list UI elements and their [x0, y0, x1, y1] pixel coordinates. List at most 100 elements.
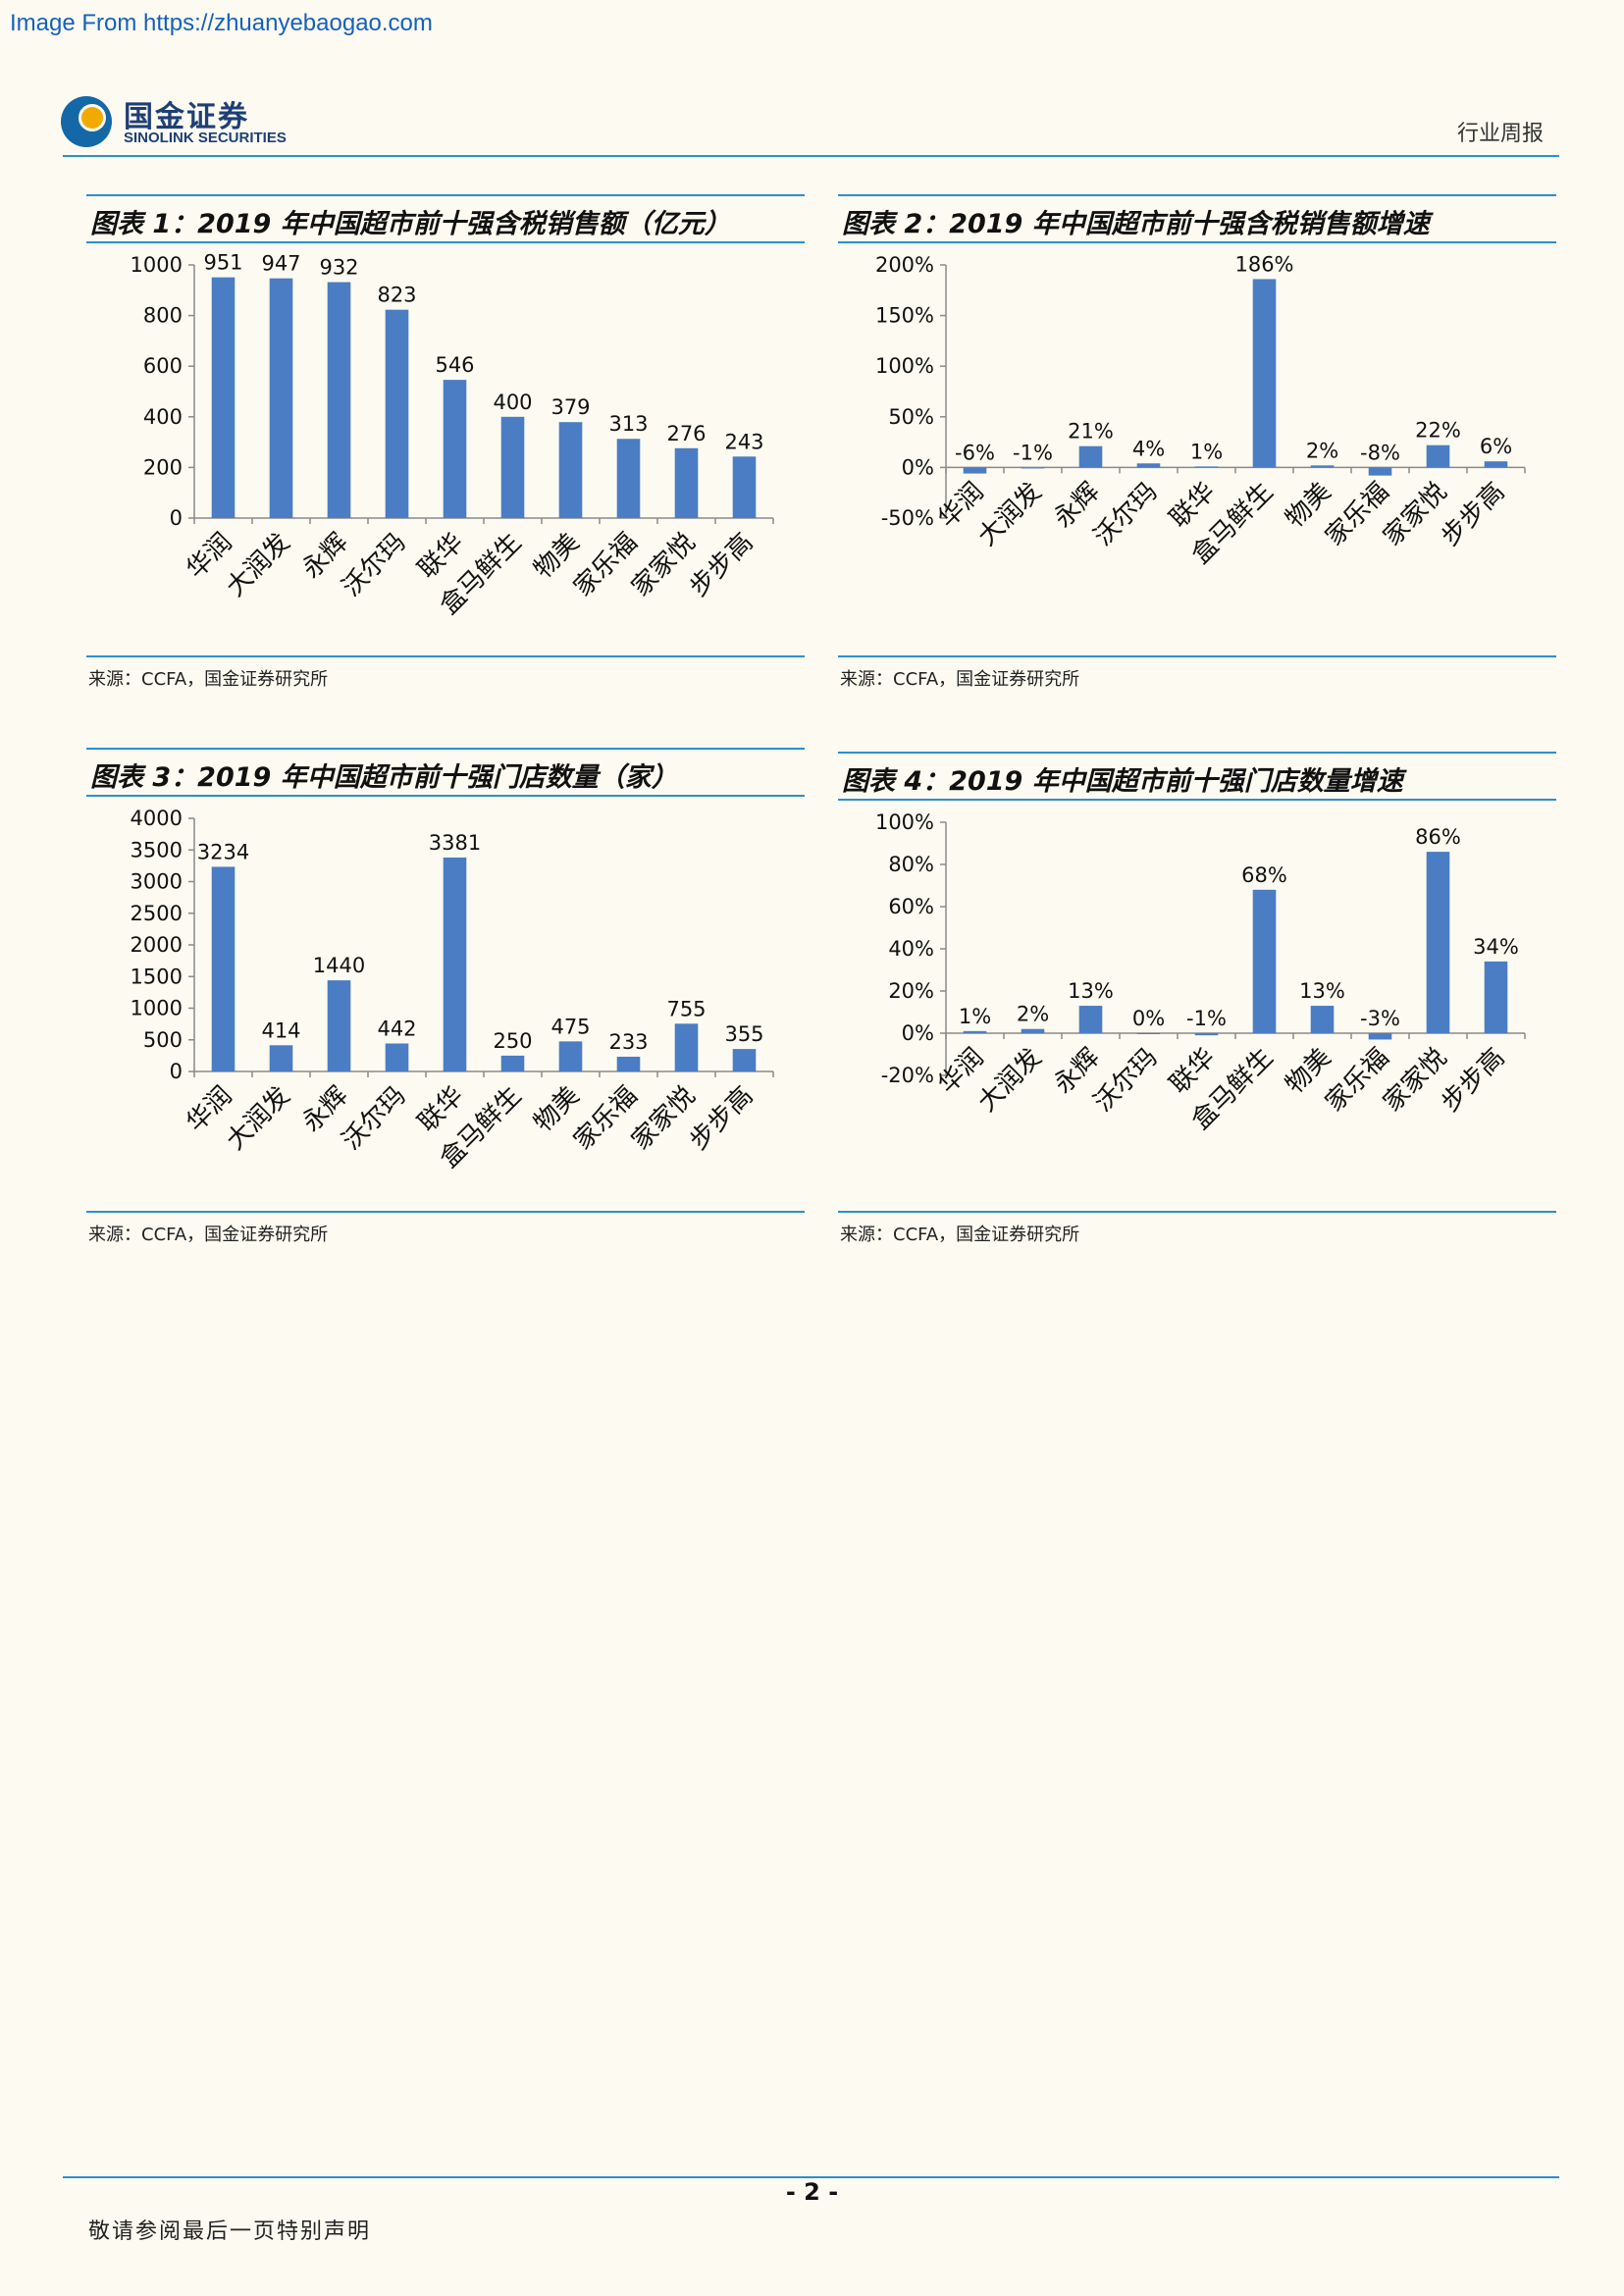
- x-category-label: 大润发: [972, 1043, 1047, 1118]
- bar: [963, 467, 987, 474]
- chart-source: 来源：CCFA，国金证券研究所: [840, 669, 1080, 690]
- chart-source-bar: 来源：CCFA，国金证券研究所: [86, 1211, 805, 1248]
- chart-title: 图表 1：2019 年中国超市前十强含税销售额（亿元）: [90, 209, 731, 239]
- bar-chart-store-count: 0 500 1000 1500 2000 2500 3000 3500 4000 3234 414 1…: [131, 807, 774, 1174]
- data-label: 1%: [1190, 440, 1223, 463]
- x-category-label: 家家悦: [626, 1081, 701, 1156]
- bar-chart-sales-growth: -50% 0% 50% 100% 150% 200% -6% -1% 21% 4% 1% 186% 2%…: [875, 252, 1526, 570]
- data-label: 250: [493, 1029, 532, 1053]
- bar: [443, 857, 467, 1071]
- data-label: 379: [550, 395, 590, 419]
- chart-source: 来源：CCFA，国金证券研究所: [88, 669, 329, 690]
- y-tick-label: 200%: [875, 253, 934, 277]
- data-label: -3%: [1360, 1007, 1400, 1030]
- chart-title: 图表 3：2019 年中国超市前十强门店数量（家）: [90, 762, 678, 793]
- data-label: 2%: [1017, 1003, 1049, 1026]
- y-tick-label: 4000: [131, 807, 183, 830]
- source-watermark[interactable]: Image From https://zhuanyebaogao.com: [10, 10, 433, 36]
- logo-english-name: SINOLINK SECURITIES: [124, 130, 287, 146]
- bar: [500, 1055, 525, 1071]
- y-tick-label: 0%: [902, 1021, 934, 1045]
- data-label: 823: [377, 284, 416, 307]
- bar-chart-sales: 0 200 400 600 800 1000 951 947 932 823 546 400 379 31…: [131, 251, 774, 620]
- bar: [616, 1056, 641, 1071]
- x-category-label: 家家悦: [1378, 1043, 1452, 1118]
- data-label: -6%: [955, 441, 995, 464]
- chart-source-bar: 来源：CCFA，国金证券研究所: [838, 1211, 1556, 1248]
- bar: [1368, 467, 1392, 476]
- y-tick-label: 50%: [888, 405, 934, 429]
- y-tick-label: 600: [143, 354, 183, 378]
- bar: [1310, 465, 1335, 468]
- data-label: 13%: [1068, 979, 1114, 1003]
- data-label: 400: [493, 391, 532, 414]
- bar: [558, 422, 583, 518]
- x-category-label: 步步高: [684, 1081, 759, 1156]
- y-tick-label: 0%: [902, 455, 934, 479]
- y-tick-label: 0: [170, 506, 183, 530]
- bar: [1136, 1033, 1161, 1034]
- bar: [1078, 445, 1103, 468]
- x-category-label: 沃尔玛: [1088, 477, 1163, 551]
- y-tick-label: 80%: [888, 853, 934, 876]
- y-tick-label: 3500: [131, 838, 183, 861]
- data-label: 233: [608, 1030, 648, 1054]
- x-category-label: 家乐福: [1320, 477, 1394, 551]
- chart-title-bar: 图表 4：2019 年中国超市前十强门店数量增速: [838, 752, 1556, 801]
- x-category-label: 家乐福: [568, 1081, 643, 1156]
- data-label: 414: [261, 1018, 300, 1042]
- data-label: 4%: [1132, 437, 1165, 460]
- footer-divider: [63, 2176, 1559, 2178]
- logo-chinese-name: 国金证券: [124, 100, 249, 134]
- data-label: 86%: [1415, 825, 1461, 849]
- y-tick-label: 400: [143, 405, 183, 429]
- data-label: 22%: [1415, 419, 1461, 443]
- x-category-label: 步步高: [1436, 1043, 1510, 1118]
- chart-title-bar: 图表 3：2019 年中国超市前十强门店数量（家）: [86, 748, 805, 797]
- x-category-label: 沃尔玛: [1088, 1043, 1163, 1118]
- bar: [1194, 1033, 1219, 1036]
- bar: [1194, 466, 1219, 468]
- bar: [211, 866, 236, 1071]
- y-tick-label: 2500: [131, 902, 183, 925]
- disclaimer-note: 敬请参阅最后一页特别声明: [88, 2219, 372, 2244]
- bar: [327, 980, 351, 1071]
- y-tick-label: 40%: [888, 937, 934, 961]
- bar: [1310, 1006, 1335, 1033]
- data-label: -8%: [1360, 441, 1400, 464]
- data-label: 755: [666, 997, 706, 1020]
- y-tick-label: 1000: [131, 997, 183, 1020]
- data-label: 932: [319, 256, 358, 280]
- y-tick-label: 0: [170, 1060, 183, 1083]
- data-label: 355: [724, 1022, 763, 1046]
- y-tick-label: 500: [143, 1028, 183, 1052]
- data-label: 951: [203, 251, 242, 275]
- x-category-label: 家乐福: [1320, 1043, 1394, 1118]
- data-label: 34%: [1473, 935, 1519, 959]
- data-label: 442: [377, 1017, 416, 1040]
- y-tick-label: 150%: [875, 304, 934, 328]
- data-label: 21%: [1068, 420, 1114, 444]
- y-tick-label: -20%: [881, 1064, 934, 1087]
- data-label: 2%: [1306, 439, 1338, 462]
- header-divider: [63, 155, 1559, 157]
- bar: [732, 456, 757, 518]
- bar: [443, 380, 467, 518]
- x-category-label: 家家悦: [626, 528, 701, 602]
- data-label: 186%: [1234, 252, 1293, 276]
- company-logo: 国金证券 SINOLINK SECURITIES: [61, 92, 296, 147]
- bar: [963, 1030, 987, 1033]
- bar: [1426, 852, 1450, 1033]
- data-label: 68%: [1241, 863, 1287, 887]
- bar: [558, 1041, 583, 1071]
- bar: [269, 278, 293, 518]
- chart-source-bar: 来源：CCFA，国金证券研究所: [86, 655, 805, 693]
- y-tick-label: 2000: [131, 933, 183, 957]
- data-label: 3234: [197, 840, 249, 863]
- data-label: 6%: [1480, 435, 1512, 458]
- y-tick-label: 60%: [888, 895, 934, 918]
- data-label: 0%: [1132, 1007, 1165, 1030]
- y-tick-label: 3000: [131, 870, 183, 894]
- bar: [1136, 463, 1161, 468]
- bar: [674, 447, 699, 518]
